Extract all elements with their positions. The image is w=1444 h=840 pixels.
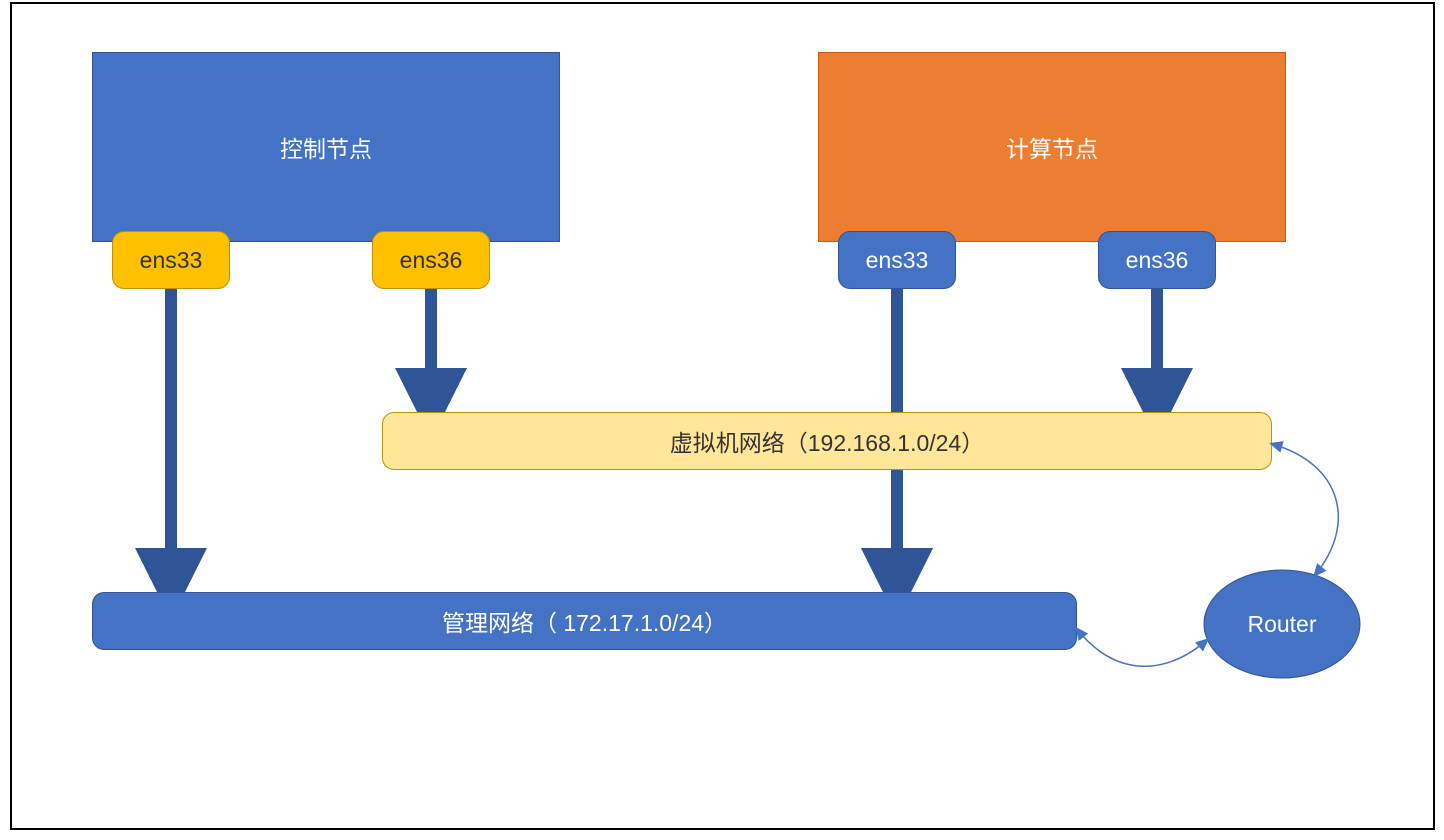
router-label-container: Router xyxy=(1204,570,1360,678)
router-label: Router xyxy=(1247,611,1316,638)
ctrl-ens33: ens33 xyxy=(112,231,230,289)
ctrl-ens36-label: ens36 xyxy=(400,247,463,274)
ctrl-ens33-label: ens33 xyxy=(140,247,203,274)
comp-ens36: ens36 xyxy=(1098,231,1216,289)
compute-node-label: 计算节点 xyxy=(1006,130,1098,164)
comp-ens36-label: ens36 xyxy=(1126,247,1189,274)
control-node: 控制节点 xyxy=(92,52,560,242)
ctrl-ens36: ens36 xyxy=(372,231,490,289)
vm-network: 虚拟机网络（192.168.1.0/24） xyxy=(382,412,1272,470)
mgmt-network: 管理网络（ 172.17.1.0/24） xyxy=(92,592,1077,650)
comp-ens33: ens33 xyxy=(838,231,956,289)
comp-ens33-label: ens33 xyxy=(866,247,929,274)
diagram-canvas: 控制节点 计算节点 ens33 ens36 ens33 ens36 xyxy=(10,2,1435,830)
mgmt-network-label: 管理网络（ 172.17.1.0/24） xyxy=(442,604,727,638)
control-node-label: 控制节点 xyxy=(280,130,372,164)
vm-network-label: 虚拟机网络（192.168.1.0/24） xyxy=(670,424,984,458)
compute-node: 计算节点 xyxy=(818,52,1286,242)
